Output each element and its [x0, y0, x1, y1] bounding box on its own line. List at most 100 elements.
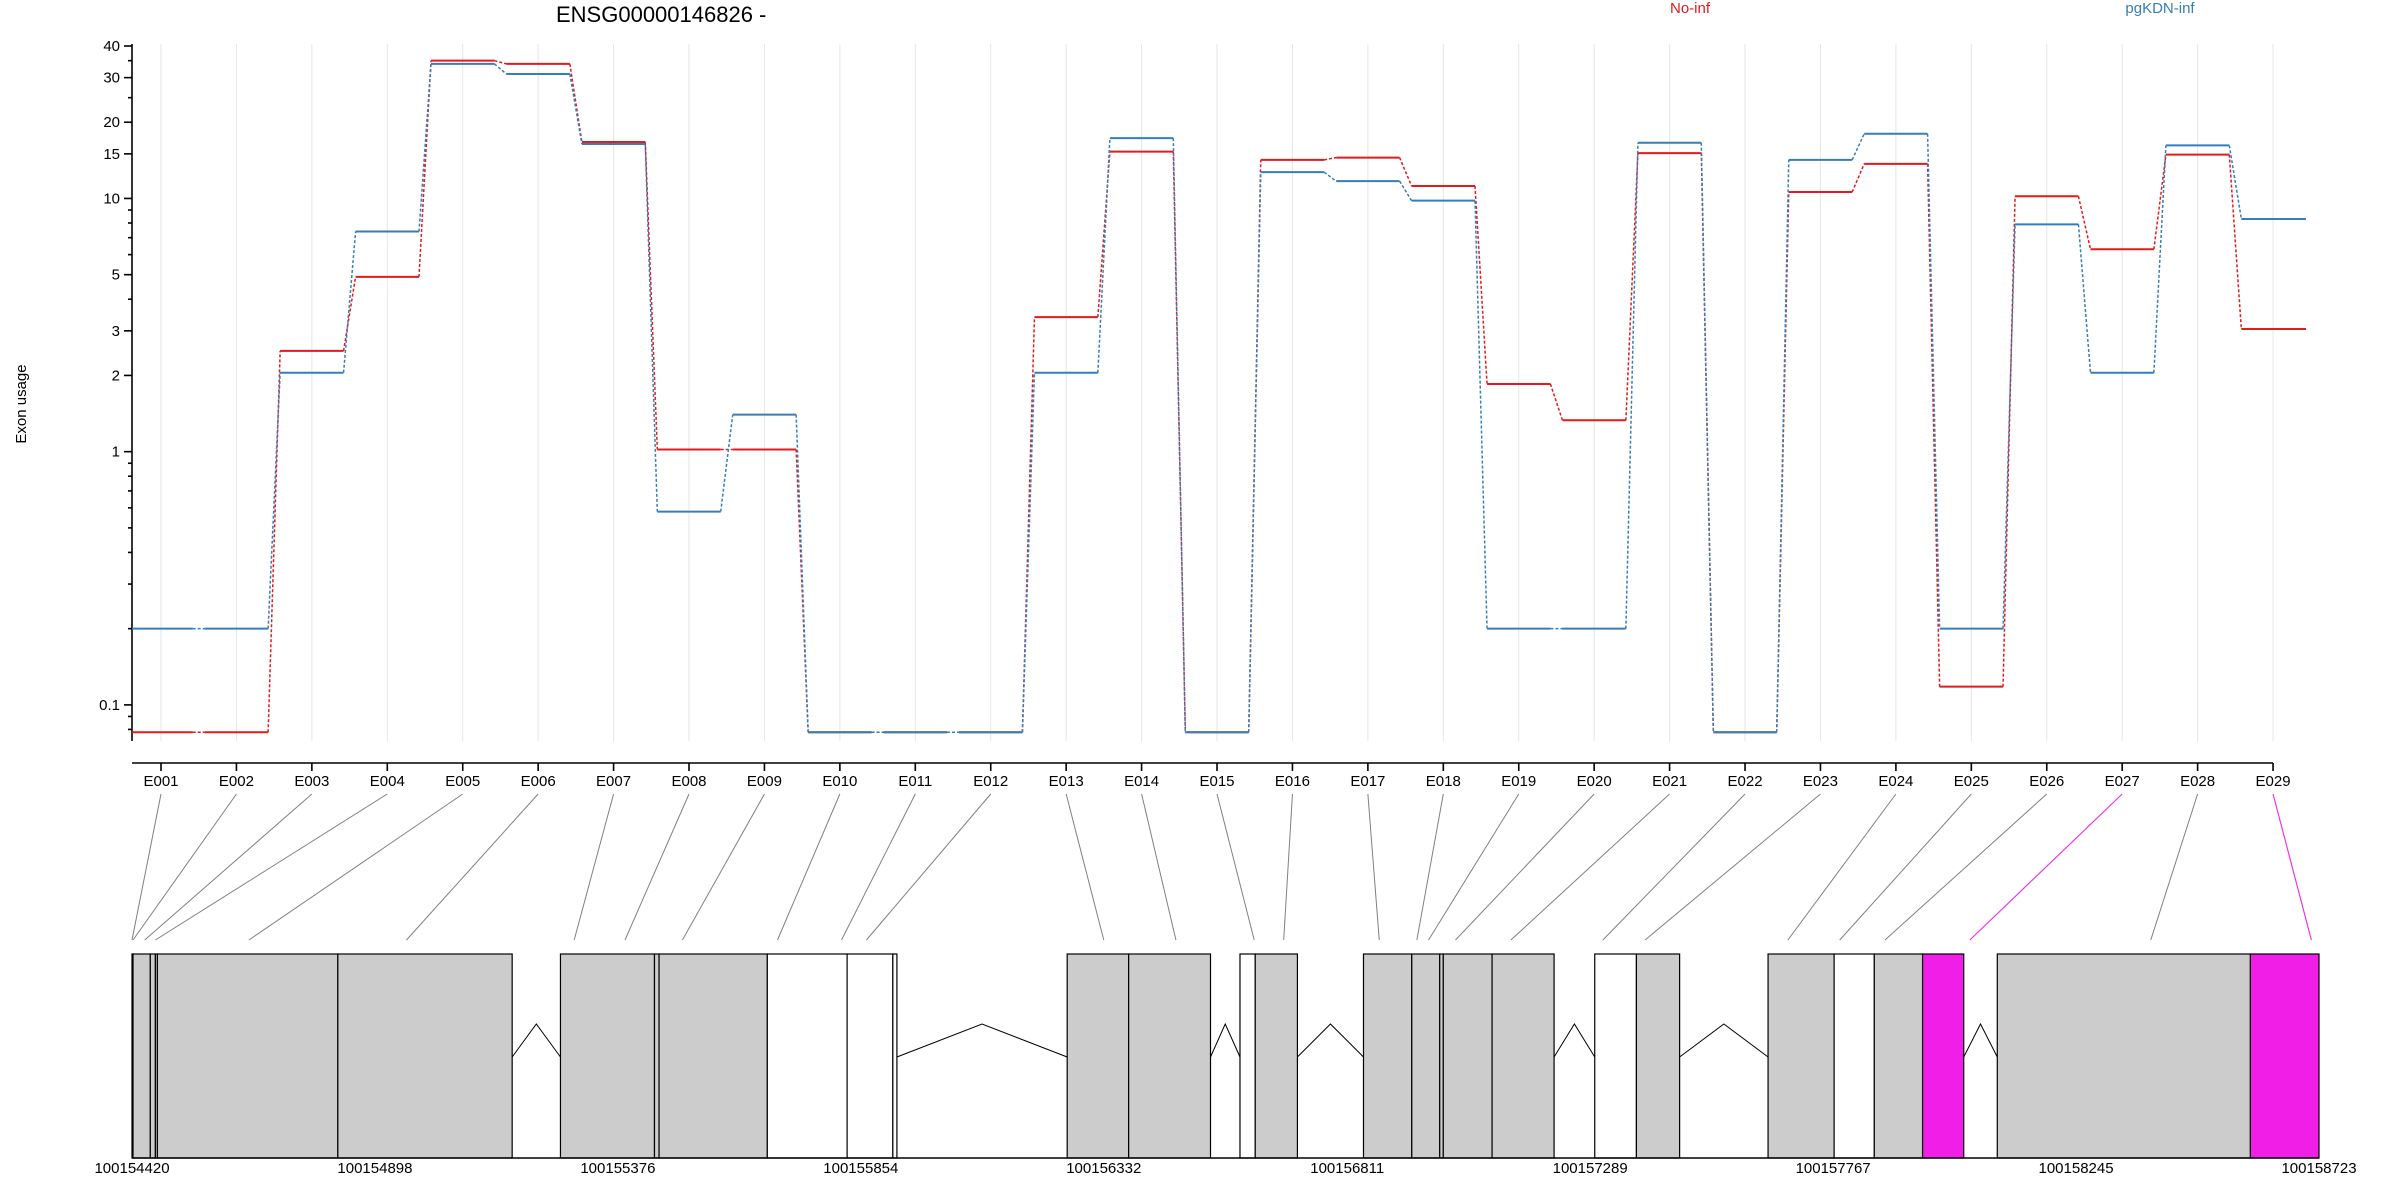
exon-connectors [131, 793, 2312, 941]
exon-block [1635, 953, 1681, 1159]
exon-block [337, 953, 513, 1159]
y-tick-label: 15 [103, 146, 120, 163]
series-connector [1775, 159, 1790, 733]
series-connector [1474, 200, 1488, 629]
series-connector [2228, 145, 2243, 220]
series-group [132, 59, 2306, 734]
exon-connector [2150, 793, 2199, 941]
x-tick-label: E028 [2180, 773, 2215, 790]
y-tick-label: 10 [103, 190, 120, 207]
series-connector [1398, 157, 1413, 187]
chart-title: ENSG00000146826 - [556, 2, 766, 27]
exon-connector [1367, 793, 1380, 941]
exon-connector [1510, 793, 1670, 941]
intron-line [896, 1023, 1068, 1058]
series-connector [569, 73, 583, 145]
intron-line [1210, 1022, 1241, 1058]
x-tick-label: E025 [1954, 773, 1989, 790]
exon-connector [1216, 793, 1255, 941]
x-tick-label: E024 [1878, 773, 1913, 790]
x-tick-label: E005 [445, 773, 480, 790]
x-tick-label: E006 [521, 773, 556, 790]
exon-block [149, 953, 156, 1159]
exon-connector [1884, 793, 2048, 941]
x-tick-label: E019 [1501, 773, 1536, 790]
exon-connector [155, 793, 388, 941]
y-tick-label: 30 [103, 70, 120, 87]
exon-connector [1787, 793, 1897, 941]
exon-block [1128, 953, 1212, 1159]
series-connector [1398, 180, 1413, 202]
x-tick-label: E002 [219, 773, 254, 790]
y-axis: 0.1 1 2 3 5 10 15 20 30 40 [99, 38, 133, 741]
exon-connector [841, 793, 916, 941]
series-connector [267, 350, 281, 733]
series-connector [2077, 196, 2092, 250]
x-tick-label: E022 [1728, 773, 1763, 790]
series-No-inf [132, 59, 2306, 734]
exon-block [559, 953, 656, 1159]
exon-block [1833, 953, 1875, 1159]
exon-connector [1428, 793, 1520, 941]
intron-line [1963, 1022, 1998, 1058]
series-connector [1021, 317, 1036, 733]
coordinate-label: 100156811 [1310, 1160, 1384, 1177]
series-connector [2077, 224, 2092, 373]
exon-block [1066, 953, 1130, 1159]
series-connector [2228, 154, 2243, 330]
exon-block [1491, 953, 1555, 1159]
x-axis: E001 E002 E003 E004 E005 E006 E007 E008 E009 E010… [132, 762, 2291, 790]
x-tick-label: E001 [143, 773, 178, 790]
exon-connector [1644, 793, 1821, 941]
x-tick-label: E008 [671, 773, 706, 790]
intron-line [1679, 1023, 1769, 1058]
coordinate-label: 100157767 [1796, 1160, 1871, 1177]
exon-connector [573, 793, 615, 941]
series-connector [418, 60, 432, 277]
series-connector [1549, 383, 1564, 421]
series-connector [1097, 151, 1111, 318]
x-tick-label: E021 [1652, 773, 1687, 790]
x-tick-label: E009 [747, 773, 782, 790]
series-connector [493, 63, 507, 75]
series-connector [1926, 133, 1941, 629]
exon-connector [2272, 793, 2312, 941]
x-tick-label: E014 [1124, 773, 1159, 790]
coordinate-label: 100154420 [94, 1160, 169, 1177]
series-connector [1097, 138, 1111, 373]
y-tick-label: 40 [103, 38, 120, 55]
x-tick-label: E003 [294, 773, 329, 790]
series-connector [1851, 133, 1865, 161]
series-connector [1021, 372, 1036, 733]
coordinate-axis: 100154420 100154898 100155376 100155854 1001… [94, 1157, 2357, 1177]
exon-connector [132, 793, 237, 941]
series-connector [494, 59, 507, 65]
series-connector [644, 144, 659, 512]
intron-line [1297, 1023, 1364, 1058]
x-tick-label: E018 [1426, 773, 1461, 790]
x-tick-label: E029 [2256, 773, 2291, 790]
legend-item: No-inf [1670, 0, 1711, 17]
series-connector [1172, 138, 1187, 733]
exon-block [658, 953, 768, 1159]
intron-line [511, 1023, 561, 1058]
x-tick-label: E020 [1577, 773, 1612, 790]
series-connector [2153, 145, 2167, 373]
coordinate-label: 100156332 [1066, 1160, 1141, 1177]
coordinate-label: 100155376 [580, 1160, 655, 1177]
exon-block [892, 953, 898, 1159]
exon-connector [1969, 793, 2123, 941]
exon-block [1996, 953, 2251, 1159]
exon-block [1254, 953, 1299, 1159]
series-connector [795, 414, 809, 733]
exon-connector [144, 793, 313, 941]
y-tick-label: 5 [112, 267, 120, 284]
series-connector [1926, 163, 1941, 687]
intron-line [1553, 1023, 1596, 1058]
exon-block [1239, 953, 1256, 1159]
x-tick-label: E012 [973, 773, 1008, 790]
exon-block [1411, 953, 1441, 1159]
x-tick-label: E015 [1199, 773, 1234, 790]
legend-item: pgKDN-inf [2125, 0, 2195, 17]
